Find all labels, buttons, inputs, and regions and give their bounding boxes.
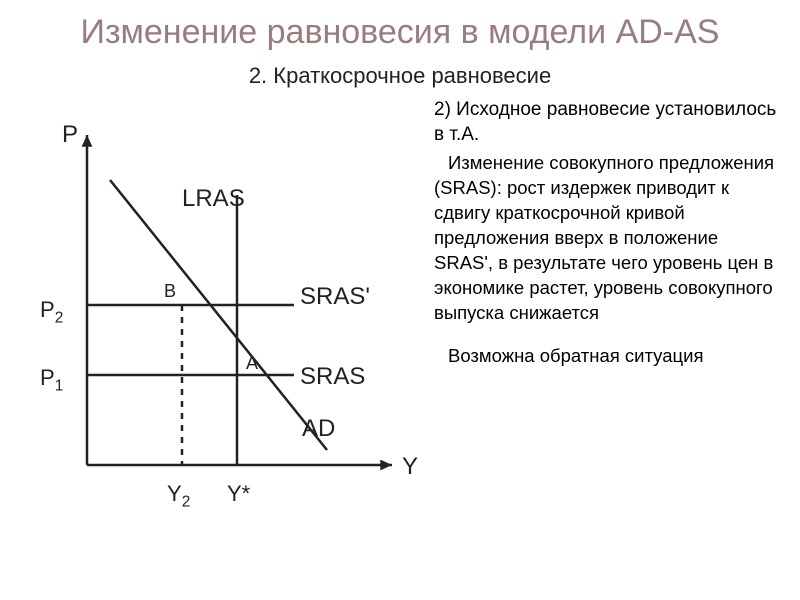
- chart-label: Y*: [227, 481, 250, 507]
- chart-label: P1: [40, 365, 63, 395]
- chart-label: LRAS: [182, 185, 245, 213]
- chart-label: SRAS': [300, 283, 370, 311]
- ad-as-chart: P Y LRAS SRAS' SRAS AD P2 P1 Y2 Y* A B: [22, 95, 422, 535]
- lead-text: 2) Исходное равновесие установилось в т.…: [434, 97, 778, 148]
- body-text: Изменение совокупного предложения (SRAS)…: [434, 151, 778, 326]
- chart-label: AD: [302, 415, 335, 443]
- page-title: Изменение равновесия в модели AD-AS: [0, 0, 800, 53]
- chart-label: P: [62, 121, 78, 149]
- chart-label: B: [164, 281, 176, 302]
- note-text: Возможна обратная ситуация: [434, 344, 778, 369]
- explanation-text: 2) Исходное равновесие установилось в т.…: [434, 95, 778, 535]
- subtitle: 2. Краткосрочное равновесие: [0, 53, 800, 89]
- chart-label: P2: [40, 297, 63, 327]
- chart-label: A: [246, 353, 258, 374]
- chart-label: Y: [402, 453, 418, 481]
- chart-label: Y2: [167, 481, 190, 511]
- content-row: P Y LRAS SRAS' SRAS AD P2 P1 Y2 Y* A B 2) Исходное …: [0, 89, 800, 555]
- chart-label: SRAS: [300, 363, 365, 391]
- chart-svg: [22, 95, 422, 535]
